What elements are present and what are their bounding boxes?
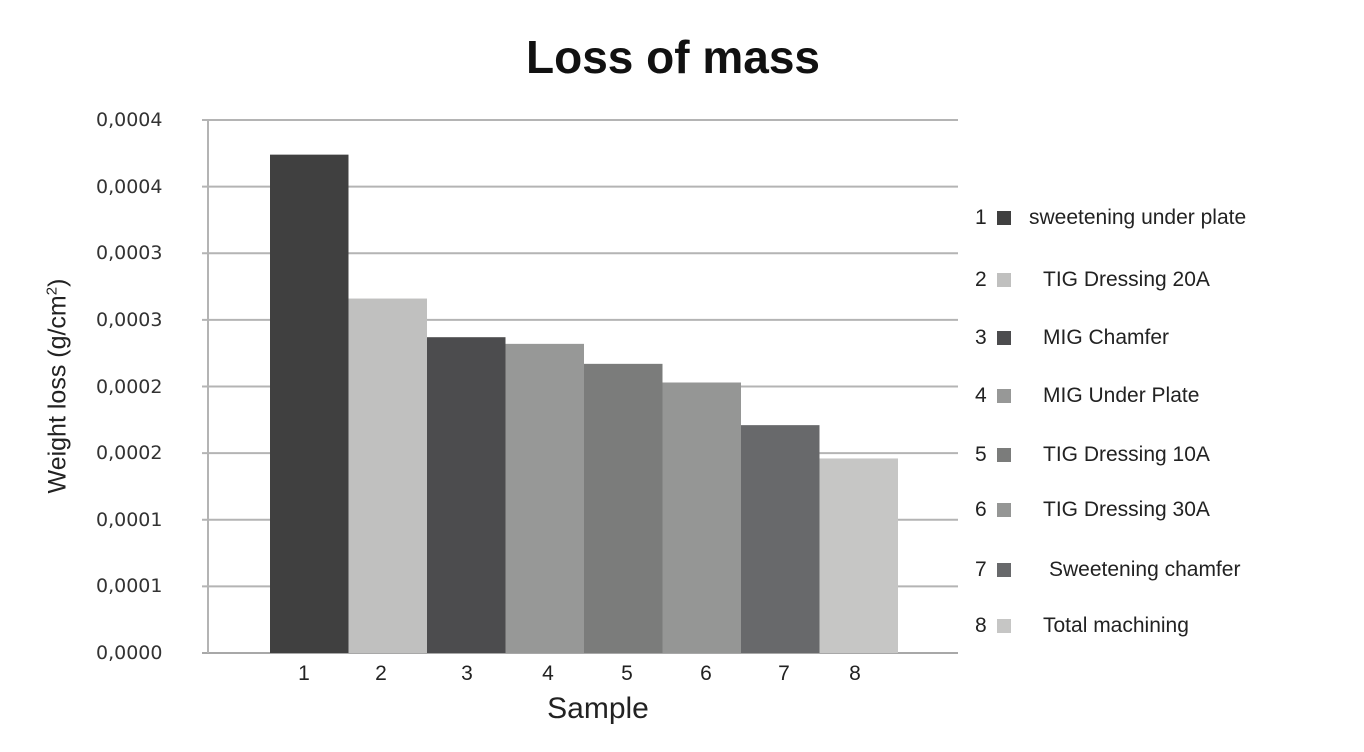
legend-item: 3 MIG Chamfer: [975, 323, 1169, 353]
x-tick-label: 2: [375, 662, 387, 685]
y-tick-label: 0,0003: [96, 308, 163, 331]
legend-item: 8 Total machining: [975, 611, 1189, 641]
bar-sample-4: [505, 343, 584, 653]
bar-sample-8: [819, 458, 898, 653]
legend-number: 2: [975, 268, 987, 291]
legend-swatch-icon: [997, 563, 1011, 577]
legend-label: TIG Dressing 10A: [1043, 443, 1210, 466]
bar-sample-3: [427, 337, 506, 653]
legend-number: 8: [975, 614, 987, 637]
bar-sample-1: [270, 154, 349, 653]
legend-swatch-icon: [997, 503, 1011, 517]
x-tick-label: 8: [849, 662, 861, 685]
chart-title: Loss of mass: [526, 31, 820, 83]
x-tick-label: 4: [542, 662, 554, 685]
legend-label: MIG Chamfer: [1043, 326, 1170, 349]
y-tick-label: 0,0002: [96, 375, 163, 398]
legend-label: TIG Dressing 30A: [1043, 498, 1210, 521]
legend-swatch-icon: [997, 448, 1011, 462]
legend-label: MIG Under Plate: [1043, 384, 1200, 407]
legend-number: 6: [975, 498, 987, 521]
legend-swatch-icon: [997, 389, 1011, 403]
legend-item: 5 TIG Dressing 10A: [975, 440, 1210, 470]
legend-swatch-icon: [997, 331, 1011, 345]
x-tick-label: 7: [778, 662, 790, 685]
x-tick-label: 3: [461, 662, 473, 685]
bar-sample-7: [741, 425, 820, 653]
x-tick-label: 6: [700, 662, 712, 685]
y-tick-label: 0,0001: [96, 508, 163, 531]
legend-item: 1 sweetening under plate: [975, 203, 1246, 233]
legend-number: 3: [975, 326, 987, 349]
legend-item: 7 Sweetening chamfer: [975, 555, 1240, 585]
legend-number: 7: [975, 558, 987, 581]
bar-sample-6: [662, 382, 741, 653]
legend-label: sweetening under plate: [1029, 206, 1247, 229]
legend-item: 2 TIG Dressing 20A: [975, 265, 1210, 295]
legend-label: Total machining: [1043, 614, 1189, 637]
bar-sample-5: [584, 363, 663, 653]
legend-swatch-icon: [997, 273, 1011, 287]
bar-sample-2: [348, 298, 427, 653]
legend-label: Sweetening chamfer: [1049, 558, 1241, 581]
legend-swatch-icon: [997, 619, 1011, 633]
legend-item: 4 MIG Under Plate: [975, 381, 1199, 411]
y-tick-label: 0,0003: [96, 242, 163, 265]
x-axis-label: Sample: [547, 692, 649, 725]
y-tick-label: 0,0002: [96, 442, 163, 465]
y-tick-label: 0,0000: [96, 642, 163, 664]
x-tick-label: 1: [298, 662, 310, 685]
legend-number: 5: [975, 443, 987, 466]
y-tick-label: 0,0001: [96, 575, 163, 598]
y-tick-label: 0,0004: [96, 109, 163, 131]
x-tick-label: 5: [621, 662, 633, 685]
legend-number: 1: [975, 206, 987, 229]
y-tick-label: 0,0004: [96, 175, 163, 198]
legend-number: 4: [975, 384, 987, 407]
legend-swatch-icon: [997, 211, 1011, 225]
legend-label: TIG Dressing 20A: [1043, 268, 1210, 291]
legend-item: 6 TIG Dressing 30A: [975, 495, 1210, 525]
